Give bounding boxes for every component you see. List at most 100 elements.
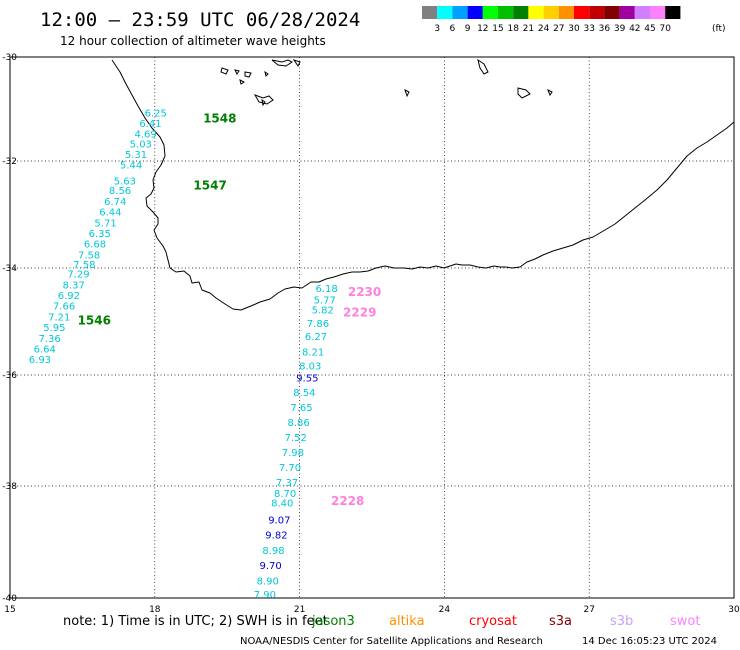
swh-value-label: 7.29 bbox=[67, 270, 89, 281]
scale-label: 6 bbox=[450, 24, 456, 34]
swh-value-label: 7.36 bbox=[38, 334, 60, 345]
altimeter-tracks: 6.256.414.695.035.315.44 5.638.566.746.44… bbox=[29, 108, 381, 601]
swh-value-label: 6.27 bbox=[305, 332, 327, 343]
lat-tick-label: -32 bbox=[2, 157, 17, 167]
scale-swatch bbox=[452, 6, 468, 19]
scale-label: 12 bbox=[477, 24, 488, 34]
scale-label: 24 bbox=[538, 24, 550, 34]
swh-value-label: 8.86 bbox=[288, 418, 310, 429]
map-area: 6.256.414.695.035.315.44 5.638.566.746.44… bbox=[9, 56, 735, 601]
lat-tick-label: -30 bbox=[2, 53, 17, 63]
lon-tick-label: 18 bbox=[149, 605, 161, 615]
scale-swatch bbox=[467, 6, 483, 19]
lat-tick-label: -38 bbox=[2, 482, 17, 492]
pass-time-label: 1548 bbox=[203, 111, 236, 125]
swh-value-label: 5.63 bbox=[114, 177, 136, 188]
scale-swatch bbox=[574, 6, 590, 19]
track-1: 6.256.414.695.035.315.44 5.638.566.746.44… bbox=[29, 108, 237, 366]
track-2: 6.185.775.82 7.86 6.27 8.21 8.039.55 8.54 7.65… bbox=[254, 284, 382, 601]
scale-swatch bbox=[604, 6, 620, 19]
scale-label: 15 bbox=[492, 24, 503, 34]
scale-swatch bbox=[619, 6, 635, 19]
coastline bbox=[111, 59, 735, 311]
scale-swatch bbox=[498, 6, 514, 19]
scale-label: 21 bbox=[523, 24, 534, 34]
satellite-s3a-label: s3a bbox=[549, 614, 572, 629]
swh-value-label: 8.98 bbox=[262, 546, 284, 557]
pass-time-label: 2230 bbox=[348, 285, 381, 299]
pass-time-label: 2228 bbox=[331, 494, 364, 508]
satellite-swot-label: swot bbox=[670, 614, 700, 629]
swh-value-label: 7.37 bbox=[276, 478, 298, 489]
scale-swatch bbox=[589, 6, 605, 19]
scale-label: 9 bbox=[465, 24, 471, 34]
swh-value-label: 6.93 bbox=[29, 355, 51, 366]
lon-tick-label: 27 bbox=[583, 605, 594, 615]
swh-value-label: 7.21 bbox=[48, 312, 70, 323]
scale-swatch bbox=[513, 6, 529, 19]
lon-tick-label: 15 bbox=[4, 605, 15, 615]
swh-value-label: 8.70 bbox=[274, 489, 296, 500]
scale-label: 36 bbox=[599, 24, 611, 34]
scale-swatch bbox=[528, 6, 544, 19]
graticule bbox=[10, 57, 734, 598]
scale-swatch bbox=[543, 6, 559, 19]
swh-value-label: 9.70 bbox=[260, 561, 282, 572]
swh-value-label: 5.77 bbox=[314, 295, 336, 306]
swh-value-label: 7.90 bbox=[254, 590, 276, 601]
satellite-altika-label: altika bbox=[389, 614, 425, 629]
swh-value-label: 7.52 bbox=[285, 433, 307, 444]
swh-value-label: 8.56 bbox=[109, 186, 131, 197]
pass-time-label: 2229 bbox=[343, 305, 376, 319]
swh-value-label: 7.70 bbox=[279, 463, 301, 474]
swh-value-label: 5.71 bbox=[94, 218, 116, 229]
pass-time-label: 1547 bbox=[193, 179, 226, 193]
scale-swatch bbox=[665, 6, 681, 19]
swh-value-label: 6.68 bbox=[84, 240, 106, 251]
lon-tick-label: 30 bbox=[728, 605, 740, 615]
lat-tick-label: -40 bbox=[2, 594, 17, 604]
scale-label: 27 bbox=[553, 24, 564, 34]
swh-value-label: 7.58 bbox=[73, 260, 95, 271]
footer-timestamp: 14 Dec 16:05:23 UTC 2024 bbox=[582, 636, 717, 647]
scale-label: 45 bbox=[644, 24, 655, 34]
swh-value-label: 8.54 bbox=[293, 388, 315, 399]
scale-label: 39 bbox=[614, 24, 626, 34]
swh-value-label: 8.90 bbox=[257, 577, 279, 588]
swh-value-label: 9.82 bbox=[265, 531, 287, 542]
scale-swatch bbox=[650, 6, 666, 19]
swh-value-label: 7.65 bbox=[290, 403, 312, 414]
scale-label: 18 bbox=[507, 24, 519, 34]
page-subtitle: 12 hour collection of altimeter wave hei… bbox=[60, 34, 326, 48]
swh-value-label: 8.03 bbox=[299, 362, 321, 373]
swh-value-label: 6.92 bbox=[58, 291, 80, 302]
scale-label: 70 bbox=[659, 24, 671, 34]
lon-tick-label: 21 bbox=[294, 605, 305, 615]
satellite-jason3-label: jason3 bbox=[311, 614, 355, 629]
swh-value-label: 9.55 bbox=[296, 374, 318, 385]
swh-value-label: 7.58 bbox=[78, 250, 100, 261]
lat-tick-label: -36 bbox=[2, 371, 17, 381]
map-frame bbox=[9, 56, 735, 599]
swh-value-label: 6.25 bbox=[145, 108, 167, 119]
pass-time-label: 1546 bbox=[78, 313, 111, 327]
color-scale-legend: 3 6 9 12 15 18 21 24 27 30 33 36 39 42 45 70 bbox=[422, 6, 681, 34]
satellite-legend: jason3 altika cryosat s3a s3b swot bbox=[311, 614, 700, 629]
swh-value-label: 5.95 bbox=[43, 323, 65, 334]
footer-credit: NOAA/NESDIS Center for Satellite Applica… bbox=[240, 636, 543, 647]
scale-swatch bbox=[634, 6, 650, 19]
swh-value-label: 6.44 bbox=[99, 208, 121, 219]
swh-value-label: 7.98 bbox=[282, 448, 304, 459]
swh-value-label: 5.31 bbox=[125, 150, 147, 161]
axis-labels: 15 18 21 24 27 30 -30 -32 -34 -36 -38 -40 bbox=[2, 53, 740, 615]
scale-swatch bbox=[422, 6, 438, 19]
lon-tick-label: 24 bbox=[439, 605, 451, 615]
small-coastal-features bbox=[220, 58, 553, 107]
scale-unit: (ft) bbox=[712, 24, 726, 34]
swh-value-label: 6.35 bbox=[89, 229, 111, 240]
footer-note: note: 1) Time is in UTC; 2) SWH is in fe… bbox=[63, 614, 328, 629]
swh-value-label: 8.37 bbox=[63, 280, 85, 291]
scale-swatch bbox=[437, 6, 453, 19]
swh-value-label: 8.40 bbox=[271, 499, 293, 510]
scale-label: 42 bbox=[629, 24, 640, 34]
